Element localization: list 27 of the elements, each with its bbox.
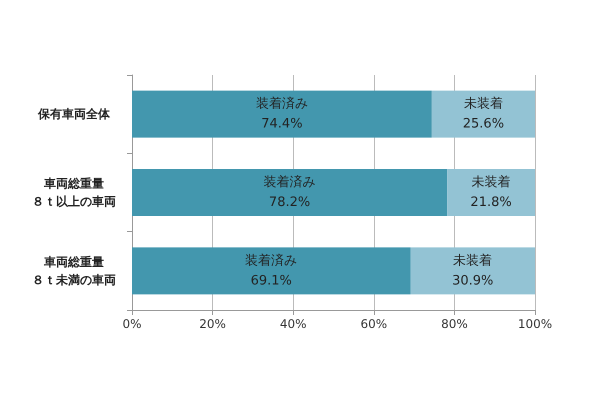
y-tick-label: 車両総重量８ｔ以上の車両 [32,176,116,208]
y-tick-label: 保有車両全体 [37,107,111,122]
text: 装着済み [245,253,298,268]
data-label: 30.9% [452,273,494,288]
text: 未装着 [453,253,492,268]
x-tick-label: 0% [122,317,142,331]
bar [132,90,432,138]
text: 装着済み [264,175,316,190]
x-tick-label: 80% [441,317,468,331]
data-label: 69.1% [250,273,292,288]
data-label: 21.8% [470,195,512,210]
text: 未装着 [472,175,511,190]
data-label: 25.6% [462,116,504,132]
x-tick-label: 20% [199,317,226,331]
bar [410,247,535,294]
bar [132,247,410,294]
data-label: 78.2% [268,195,310,210]
x-tick-label: 40% [280,317,307,331]
data-label: 74.4% [261,116,303,132]
series-label: 装着済み [256,96,308,112]
bar [132,169,448,216]
y-tick-label: 車両総重量８ｔ未満の車両 [32,254,116,287]
x-tick-label: 60% [360,317,388,331]
x-tick-label: 100% [518,317,552,331]
bar [447,169,535,216]
bar [432,90,535,138]
series-label: 未装着 [464,96,503,112]
